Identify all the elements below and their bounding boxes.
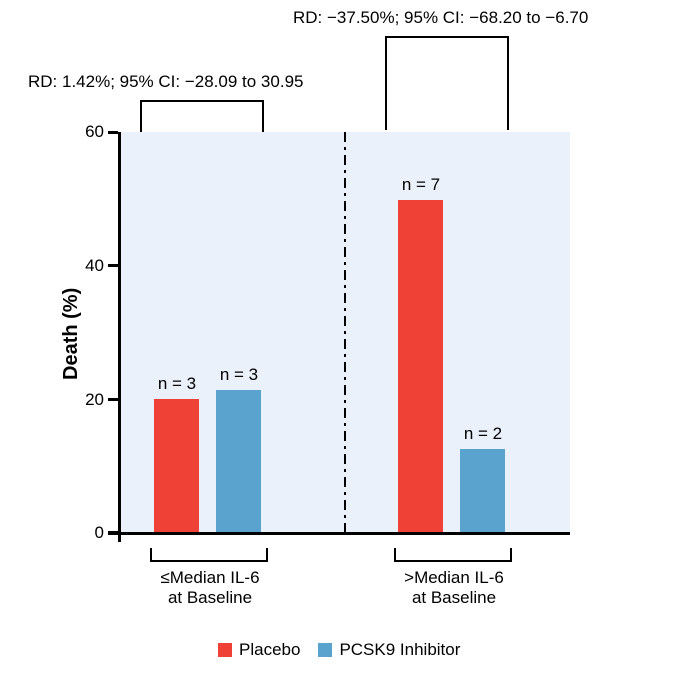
legend-swatch-placebo (218, 643, 232, 657)
legend: Placebo PCSK9 Inhibitor (218, 640, 460, 660)
xgroup-label-2-line2: at Baseline (412, 588, 496, 607)
bar-g1-placebo (154, 399, 199, 532)
ytick-60 (108, 131, 118, 134)
rd-annotation-right: RD: −37.50%; 95% CI: −68.20 to −6.70 (293, 8, 588, 28)
y-axis (118, 132, 121, 542)
ytick-40 (108, 264, 118, 267)
legend-label-placebo: Placebo (239, 640, 300, 660)
x-axis (108, 532, 570, 535)
bracket-right (385, 36, 509, 130)
bar-label-g1-pcsk9: n = 3 (214, 365, 264, 385)
legend-item-placebo: Placebo (218, 640, 300, 660)
xgroup-label-1: ≤Median IL-6 at Baseline (130, 568, 290, 609)
xgroup-bracket-2 (394, 548, 512, 562)
y-axis-label: Death (%) (60, 288, 83, 380)
xgroup-label-2-line1: >Median IL-6 (404, 568, 504, 587)
legend-label-pcsk9: PCSK9 Inhibitor (339, 640, 460, 660)
ytick-label-60: 60 (78, 122, 104, 142)
bar-label-g1-placebo: n = 3 (152, 374, 202, 394)
bar-label-g2-placebo: n = 7 (396, 175, 446, 195)
bar-g2-pcsk9 (460, 449, 505, 532)
legend-item-pcsk9: PCSK9 Inhibitor (318, 640, 460, 660)
xgroup-label-2: >Median IL-6 at Baseline (374, 568, 534, 609)
ytick-label-20: 20 (78, 390, 104, 410)
ytick-label-0: 0 (78, 523, 104, 543)
ytick-0 (108, 531, 118, 534)
bar-g1-pcsk9 (216, 390, 261, 532)
xgroup-bracket-1 (150, 548, 268, 562)
bar-g2-placebo (398, 200, 443, 532)
legend-swatch-pcsk9 (318, 643, 332, 657)
xgroup-label-1-line2: at Baseline (168, 588, 252, 607)
rd-annotation-left: RD: 1.42%; 95% CI: −28.09 to 30.95 (28, 72, 303, 92)
xgroup-label-1-line1: ≤Median IL-6 (160, 568, 259, 587)
ytick-20 (108, 398, 118, 401)
chart-container: RD: −37.50%; 95% CI: −68.20 to −6.70 RD:… (0, 0, 682, 699)
group-divider (344, 132, 346, 532)
bar-label-g2-pcsk9: n = 2 (458, 424, 508, 444)
ytick-label-40: 40 (78, 256, 104, 276)
